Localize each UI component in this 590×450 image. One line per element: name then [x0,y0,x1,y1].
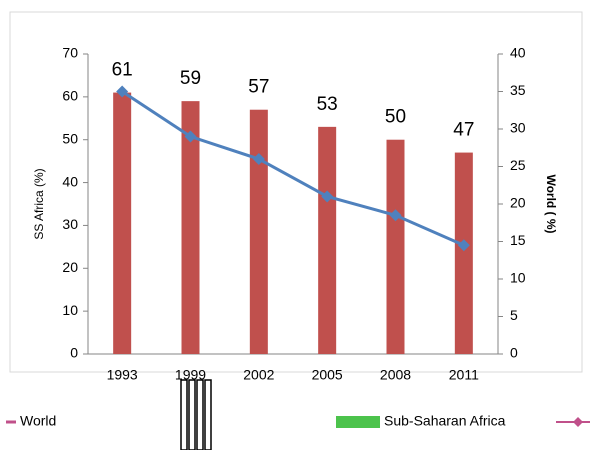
y2-tick-label: 10 [510,270,526,286]
artifact [196,379,204,450]
bar [181,101,200,355]
artifact [180,379,188,450]
bar [318,126,337,354]
artifact [204,379,212,450]
marker [116,85,129,98]
bar [113,92,132,355]
x-tick-label: 1999 [175,367,206,383]
artifact [188,379,196,450]
y2-tick-label: 20 [510,195,526,211]
x-tick-label: 2011 [449,367,479,383]
y2-tick-label: 30 [510,120,526,136]
y-tick-label: 60 [62,88,78,104]
x-tick-label: 2005 [312,367,343,383]
bar [454,152,473,354]
bar [249,109,268,354]
data-label: 50 [385,107,406,128]
x-tick-label: 1993 [107,367,138,383]
data-label: 53 [317,94,338,115]
y2-tick-label: 40 [510,45,526,61]
y-tick-label: 20 [62,259,78,275]
y2-tick-label: 25 [510,157,526,173]
marker [389,209,402,222]
y-tick-label: 30 [62,216,78,232]
x-tick-label: 2002 [243,367,274,383]
y2-tick-label: 0 [510,345,518,361]
legend-label: World [20,413,56,429]
y-axis-title: SS Africa (%) [32,168,46,239]
marker [184,130,197,143]
legend-marker [573,417,583,427]
y2-tick-label: 5 [510,307,518,323]
y-tick-label: 40 [62,173,78,189]
line [121,90,465,247]
legend-swatch [336,416,380,428]
marker [252,153,265,165]
marker [321,190,334,203]
data-label: 57 [248,77,269,98]
y2-axis-title: World ( %) [544,174,558,233]
marker [457,239,470,252]
chart-frame [9,11,583,373]
y2-tick-label: 35 [510,82,526,98]
x-tick-label: 2008 [380,367,411,383]
y2-tick-label: 15 [510,232,526,248]
data-label: 61 [112,60,133,81]
y-tick-label: 10 [62,302,78,318]
y-tick-label: 70 [62,45,78,61]
data-label: 59 [180,68,201,89]
y-tick-label: 50 [62,130,78,146]
data-label: 47 [453,120,474,141]
legend-label: Sub-Saharan Africa [384,413,506,429]
y-tick-label: 0 [70,345,78,361]
bar [386,139,405,354]
